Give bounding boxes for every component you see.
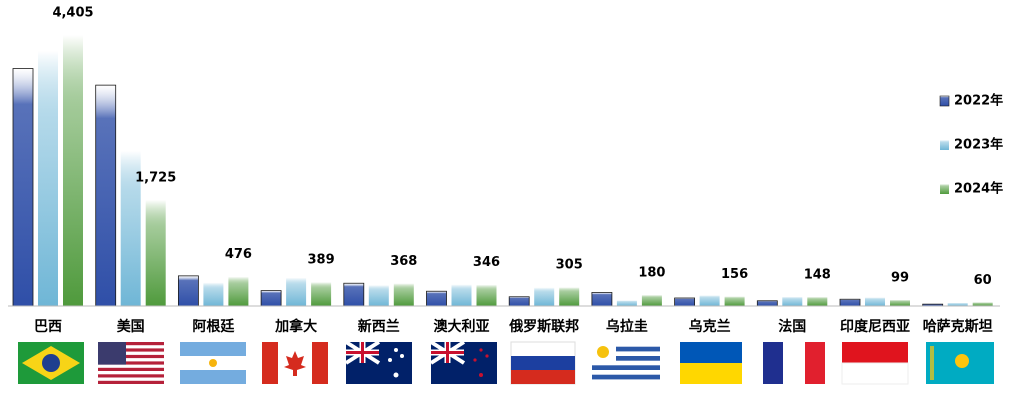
legend-swatch xyxy=(940,140,949,150)
data-label: 346 xyxy=(473,255,500,270)
data-label: 1,725 xyxy=(135,170,176,185)
flag-canada xyxy=(262,342,328,384)
data-label: 368 xyxy=(390,254,417,269)
bar xyxy=(508,296,530,307)
data-label: 180 xyxy=(638,265,665,280)
bar xyxy=(260,290,282,307)
legend-label: 2024年 xyxy=(954,181,1003,197)
bar xyxy=(120,150,141,306)
bar xyxy=(699,295,720,306)
bar xyxy=(177,275,199,307)
flag-argentina xyxy=(180,342,246,384)
bar xyxy=(286,277,307,306)
flag-usa xyxy=(98,342,164,384)
x-tick-label: 美国 xyxy=(117,318,145,335)
bar xyxy=(616,300,637,306)
x-tick-label: 俄罗斯联邦 xyxy=(508,318,579,335)
legend-swatch xyxy=(939,95,950,107)
bar xyxy=(476,284,497,306)
bar xyxy=(426,290,447,307)
flag-brazil xyxy=(18,342,84,384)
x-tick-label: 乌拉圭 xyxy=(606,318,648,335)
bar xyxy=(756,300,778,307)
x-tick-label: 澳大利亚 xyxy=(434,318,490,335)
bar xyxy=(145,199,166,306)
x-tick-label: 哈萨克斯坦 xyxy=(923,318,993,335)
legend-label: 2023年 xyxy=(954,137,1003,153)
bar xyxy=(311,282,332,306)
x-tick-label: 法国 xyxy=(778,318,806,335)
bar xyxy=(674,297,695,307)
x-tick-label: 加拿大 xyxy=(274,318,317,335)
data-label: 156 xyxy=(721,267,748,282)
bar xyxy=(343,282,365,307)
flag-russia xyxy=(510,341,576,385)
bar xyxy=(641,294,662,306)
bar xyxy=(393,283,414,306)
x-tick-label: 新西兰 xyxy=(358,318,400,335)
bar xyxy=(534,287,555,306)
flag-uruguay xyxy=(592,342,660,384)
flag-france xyxy=(763,342,825,384)
bar xyxy=(724,296,745,306)
bar xyxy=(782,296,803,306)
bar xyxy=(203,282,224,306)
bar xyxy=(839,298,861,307)
x-tick-label: 阿根廷 xyxy=(192,318,235,335)
bar xyxy=(591,292,613,307)
data-label: 4,405 xyxy=(52,6,93,21)
bar xyxy=(38,50,58,307)
bar xyxy=(95,84,117,307)
bar xyxy=(228,276,249,306)
data-label: 60 xyxy=(974,273,992,288)
bar xyxy=(865,297,885,306)
data-label: 476 xyxy=(225,247,252,262)
x-tick-label: 乌克兰 xyxy=(689,318,731,335)
bar xyxy=(368,285,389,306)
legend-label: 2022年 xyxy=(954,93,1003,109)
data-label: 389 xyxy=(308,253,335,268)
bar xyxy=(559,287,580,306)
flag-indonesia xyxy=(841,342,909,385)
flags xyxy=(18,340,994,385)
bar xyxy=(807,296,828,306)
flag-ukraine xyxy=(680,342,742,384)
bar xyxy=(451,284,472,306)
bar xyxy=(972,302,993,306)
bar xyxy=(947,302,968,306)
legend-swatch xyxy=(940,184,949,194)
bar xyxy=(890,299,910,306)
bar xyxy=(63,35,83,306)
x-tick-label: 巴西 xyxy=(34,319,62,335)
data-label: 99 xyxy=(891,270,909,285)
data-label: 305 xyxy=(556,258,583,273)
flag-australia xyxy=(429,340,497,384)
flag-kazakhstan xyxy=(926,342,994,384)
flag-new-zealand xyxy=(344,340,412,384)
bar xyxy=(12,68,34,307)
x-tick-label: 印度尼西亚 xyxy=(840,318,910,335)
data-label: 148 xyxy=(804,267,831,282)
